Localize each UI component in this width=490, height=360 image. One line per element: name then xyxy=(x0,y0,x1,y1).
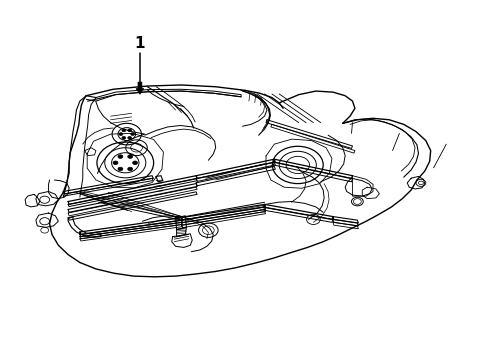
Circle shape xyxy=(122,136,126,139)
Circle shape xyxy=(131,133,135,135)
Circle shape xyxy=(122,129,126,132)
Circle shape xyxy=(128,129,132,132)
Circle shape xyxy=(128,167,133,171)
Circle shape xyxy=(128,136,132,139)
FancyArrow shape xyxy=(136,82,144,94)
Circle shape xyxy=(133,161,138,165)
Text: 1: 1 xyxy=(135,36,145,51)
Circle shape xyxy=(128,155,133,158)
Circle shape xyxy=(118,167,123,171)
Circle shape xyxy=(118,155,123,158)
Circle shape xyxy=(113,161,118,165)
Circle shape xyxy=(119,133,123,135)
